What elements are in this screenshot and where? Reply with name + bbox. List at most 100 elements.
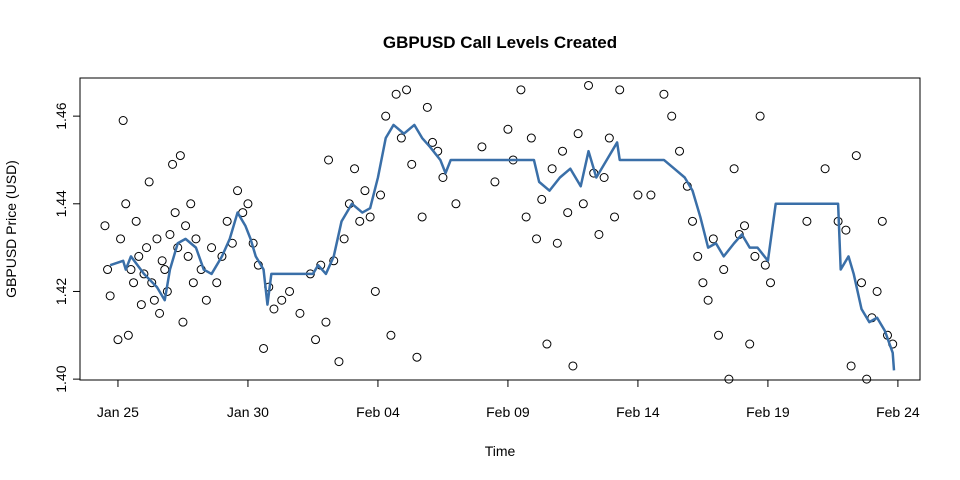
- point: [391, 89, 401, 99]
- point: [334, 357, 344, 367]
- point: [217, 251, 227, 261]
- point: [134, 251, 144, 261]
- point: [633, 190, 643, 200]
- point: [526, 133, 536, 143]
- x-tick-label: Feb 04: [356, 404, 400, 420]
- point: [802, 216, 812, 226]
- point: [438, 172, 448, 182]
- point: [178, 317, 188, 327]
- point: [594, 229, 604, 239]
- point: [269, 304, 279, 314]
- point: [708, 234, 718, 244]
- point: [615, 85, 625, 95]
- point: [568, 361, 578, 371]
- point: [152, 234, 162, 244]
- point: [573, 129, 583, 139]
- point: [542, 339, 552, 349]
- point: [339, 234, 349, 244]
- point: [324, 155, 334, 165]
- price-line: [109, 123, 896, 371]
- point: [407, 159, 417, 169]
- point: [350, 164, 360, 174]
- point: [123, 330, 133, 340]
- point: [516, 85, 526, 95]
- point: [113, 335, 123, 345]
- point: [820, 164, 830, 174]
- point: [862, 374, 872, 384]
- point: [841, 225, 851, 235]
- point: [147, 278, 157, 288]
- point: [760, 260, 770, 270]
- point: [417, 212, 427, 222]
- point: [659, 89, 669, 99]
- point: [503, 124, 513, 134]
- point: [451, 199, 461, 209]
- point: [745, 339, 755, 349]
- point: [428, 137, 438, 147]
- point: [100, 221, 110, 231]
- point: [183, 251, 193, 261]
- x-tick-label: Feb 19: [746, 404, 790, 420]
- y-tick-label: 1.40: [53, 365, 69, 392]
- point: [563, 208, 573, 218]
- point: [698, 278, 708, 288]
- point: [578, 199, 588, 209]
- point: [165, 229, 175, 239]
- point: [191, 234, 201, 244]
- point: [755, 111, 765, 121]
- point: [118, 116, 128, 126]
- point: [360, 186, 370, 196]
- point: [365, 212, 375, 222]
- point: [160, 265, 170, 275]
- point: [422, 102, 432, 112]
- point: [103, 265, 113, 275]
- y-tick-label: 1.46: [53, 102, 69, 129]
- point: [144, 177, 154, 187]
- point: [370, 286, 380, 296]
- point: [547, 164, 557, 174]
- y-tick-label: 1.42: [53, 278, 69, 305]
- x-tick-label: Feb 14: [616, 404, 660, 420]
- point: [376, 190, 386, 200]
- point: [537, 194, 547, 204]
- point: [766, 278, 776, 288]
- point: [724, 374, 734, 384]
- point: [667, 111, 677, 121]
- point: [295, 308, 305, 318]
- point: [688, 216, 698, 226]
- point: [877, 216, 887, 226]
- point: [201, 295, 211, 305]
- x-tick-label: Jan 30: [227, 404, 269, 420]
- x-tick-label: Jan 25: [97, 404, 139, 420]
- point: [558, 146, 568, 156]
- x-tick-label: Feb 09: [486, 404, 530, 420]
- point: [170, 208, 180, 218]
- point: [233, 186, 243, 196]
- point: [703, 295, 713, 305]
- point: [168, 159, 178, 169]
- point: [116, 234, 126, 244]
- point: [872, 286, 882, 296]
- point: [610, 212, 620, 222]
- point: [604, 133, 614, 143]
- point: [693, 251, 703, 261]
- point: [584, 80, 594, 90]
- point: [396, 133, 406, 143]
- point: [207, 243, 217, 253]
- point: [285, 286, 295, 296]
- chart-title: GBPUSD Call Levels Created: [383, 33, 617, 52]
- point: [355, 216, 365, 226]
- point: [157, 256, 167, 266]
- point: [675, 146, 685, 156]
- point: [729, 164, 739, 174]
- point: [121, 199, 131, 209]
- point: [381, 111, 391, 121]
- point: [857, 278, 867, 288]
- point: [222, 216, 232, 226]
- point: [131, 216, 141, 226]
- point: [851, 151, 861, 161]
- point: [149, 295, 159, 305]
- point: [532, 234, 542, 244]
- point: [750, 251, 760, 261]
